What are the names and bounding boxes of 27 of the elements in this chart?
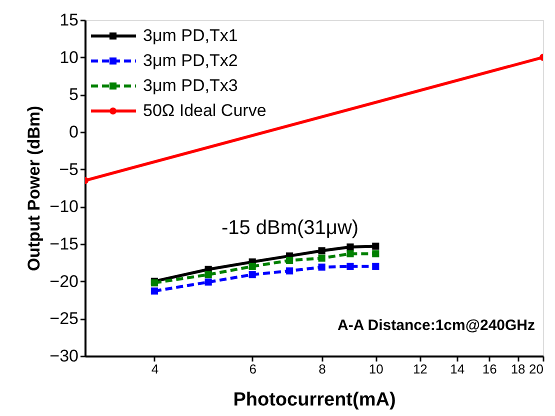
- y-tick-label: −25: [50, 309, 78, 328]
- x-tick-label: 18: [510, 362, 526, 376]
- y-tick-label: 0: [69, 122, 78, 142]
- x-axis-title: Photocurrent(mA): [233, 390, 396, 410]
- legend-label: 3μm PD,Tx1: [143, 26, 238, 45]
- annotation: A-A Distance:1cm@240GHz: [338, 317, 535, 334]
- legend-label: 3μm PD,Tx3: [143, 76, 238, 95]
- y-tick-label: −30: [50, 346, 78, 366]
- x-tick-label: 10: [368, 362, 384, 376]
- annotation: -15 dBm(31μw): [221, 217, 359, 239]
- x-tick-label: 6: [249, 362, 256, 376]
- y-tick-label: 5: [69, 85, 78, 104]
- y-tick-label: −5: [59, 160, 78, 179]
- y-tick-label: 15: [60, 10, 78, 30]
- y-tick-label: 10: [60, 48, 78, 67]
- x-tick-label: 20: [529, 362, 544, 376]
- x-tick-label: 14: [450, 362, 465, 376]
- legend-label: 50Ω Ideal Curve: [143, 101, 266, 120]
- x-tick-label: 4: [151, 362, 159, 376]
- x-tick-label: 16: [482, 362, 497, 376]
- y-tick-label: −15: [50, 234, 78, 254]
- x-tick-label: 12: [412, 362, 428, 376]
- x-tick-label: 8: [318, 362, 326, 376]
- legend-label: 3μm PD,Tx2: [143, 51, 238, 70]
- y-tick-label: −20: [50, 272, 78, 291]
- y-tick-label: −10: [50, 197, 78, 216]
- y-axis-title: Output Power (dBm): [24, 106, 44, 272]
